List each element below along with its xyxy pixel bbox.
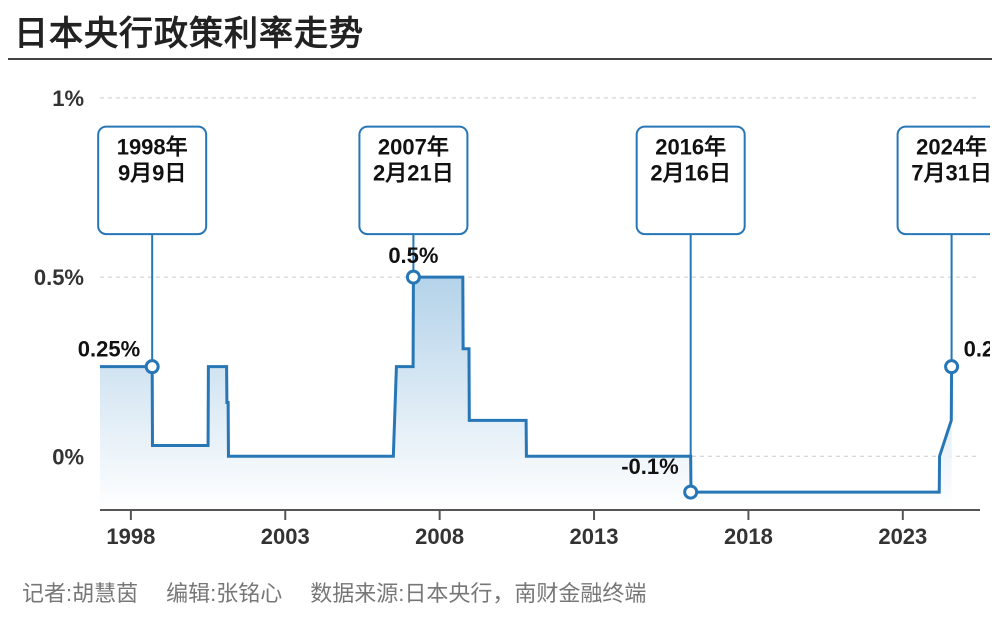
chart-title: 日本央行政策利率走势 <box>14 6 364 55</box>
y-tick-label: 1% <box>52 86 84 111</box>
x-tick-label: 2018 <box>724 524 773 549</box>
callout-value-label: 0.5% <box>388 243 438 268</box>
callout-date-text: 2016年 <box>655 135 726 160</box>
x-tick-label: 2023 <box>878 524 927 549</box>
y-tick-label: 0.5% <box>34 265 84 290</box>
callout-date-text: 2月21日 <box>373 161 454 186</box>
chart-area: 0% 0.5% 1% 1998 2003 2008 2013 2018 2023 1998年9月9… <box>10 70 990 570</box>
source-credit: 数据来源:日本央行，南财金融终端 <box>310 576 646 608</box>
y-tick-label: 0% <box>52 444 84 469</box>
callout-marker <box>946 361 958 373</box>
callout-date-text: 7月31日 <box>911 161 990 186</box>
x-tick-label: 2013 <box>570 524 619 549</box>
x-tick-label: 1998 <box>106 524 155 549</box>
callout-marker <box>146 361 158 373</box>
callout-date-text: 2007年 <box>378 135 449 160</box>
x-tick-label: 2003 <box>261 524 310 549</box>
callout-value-label: 0.25% <box>78 337 140 362</box>
editor-credit: 编辑:张铭心 <box>166 576 282 608</box>
callout-date-text: 2月16日 <box>650 161 731 186</box>
chart-svg: 0% 0.5% 1% 1998 2003 2008 2013 2018 2023 1998年9月9… <box>10 70 990 570</box>
callout-marker <box>685 486 697 498</box>
callout-value-label: -0.1% <box>621 454 678 479</box>
callout-date-text: 2024年 <box>916 135 987 160</box>
reporter-credit: 记者:胡慧茵 <box>22 576 138 608</box>
callout-date-text: 1998年 <box>117 135 188 160</box>
title-divider <box>8 58 992 60</box>
x-tick-label: 2008 <box>415 524 464 549</box>
credits-row: 记者:胡慧茵 编辑:张铭心 数据来源:日本央行，南财金融终端 <box>22 576 646 608</box>
callout-date-text: 9月9日 <box>118 161 186 186</box>
callout-marker <box>407 271 419 283</box>
callout-value-label: 0.25% <box>964 337 990 362</box>
